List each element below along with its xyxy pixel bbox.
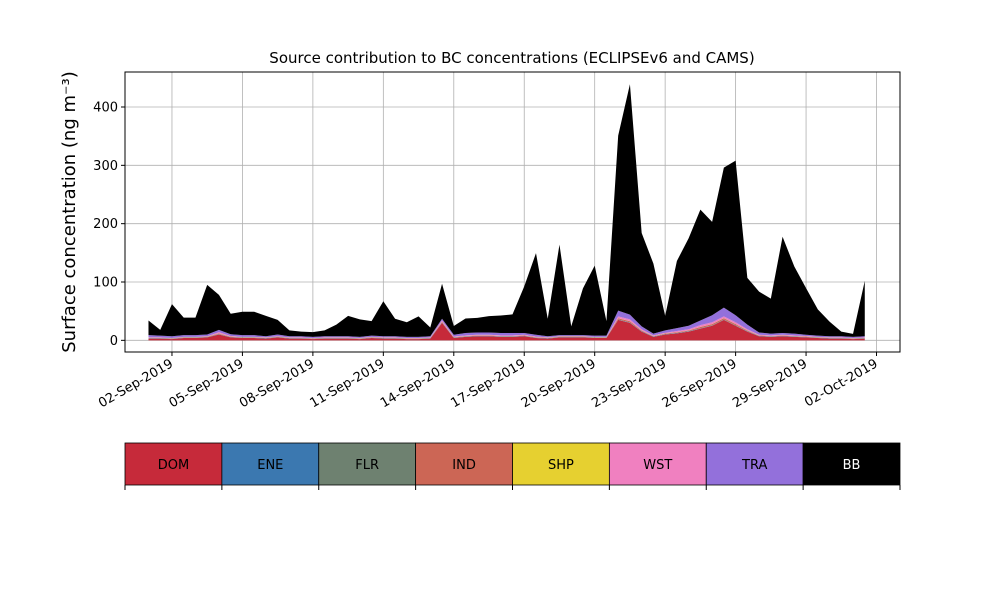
legend-label-flr: FLR: [355, 458, 379, 473]
legend-label-ene: ENE: [257, 458, 283, 473]
chart-title: Source contribution to BC concentrations…: [269, 49, 754, 67]
y-ticks: 0 100 200 300 400: [93, 101, 125, 349]
x-ticks: 02-Sep-201905-Sep-201908-Sep-201911-Sep-…: [96, 352, 881, 411]
x-tick-label: 02-Sep-2019: [96, 356, 176, 411]
legend-swatch-tra: [705, 442, 804, 486]
legend-colorbar: DOM ENE FLR IND SHP WST TRA BB: [124, 442, 901, 490]
legend-label-bb: BB: [843, 458, 861, 473]
legend-label-shp: SHP: [548, 458, 574, 473]
legend-swatch-bb: [802, 442, 901, 486]
y-tick-label: 200: [93, 217, 118, 232]
x-tick-label: 20-Sep-2019: [519, 356, 599, 411]
x-tick-label: 17-Sep-2019: [448, 356, 528, 411]
legend-swatch-shp: [512, 442, 610, 486]
legend-swatch-ene: [221, 442, 320, 486]
legend-swatch-dom: [124, 442, 223, 486]
y-tick-label: 0: [110, 334, 118, 349]
area-series-dom: [148, 319, 865, 341]
area-series-bb: [148, 84, 865, 337]
x-tick-label: 23-Sep-2019: [589, 356, 669, 411]
area-series-tra: [148, 307, 865, 338]
y-tick-label: 300: [93, 159, 118, 174]
y-tick-label: 100: [93, 276, 118, 291]
x-tick-label: 02-Oct-2019: [802, 356, 880, 410]
x-tick-label: 11-Sep-2019: [308, 356, 388, 411]
legend-swatch-flr: [318, 442, 417, 486]
legend-label-wst: WST: [643, 458, 672, 473]
x-tick-label: 14-Sep-2019: [378, 356, 458, 411]
y-tick-label: 400: [93, 101, 118, 116]
legend-swatch-wst: [608, 442, 707, 486]
legend-label-ind: IND: [452, 458, 476, 473]
legend-label-tra: TRA: [741, 458, 767, 473]
x-tick-label: 05-Sep-2019: [167, 356, 247, 411]
area-layer: [148, 84, 865, 341]
x-tick-label: 08-Sep-2019: [237, 356, 317, 411]
x-tick-label: 26-Sep-2019: [660, 356, 740, 411]
x-tick-label: 29-Sep-2019: [730, 356, 810, 411]
plot-frame: [124, 71, 901, 353]
y-axis-label: Surface concentration (ng m⁻³): [59, 71, 80, 353]
legend-label-dom: DOM: [158, 458, 189, 473]
